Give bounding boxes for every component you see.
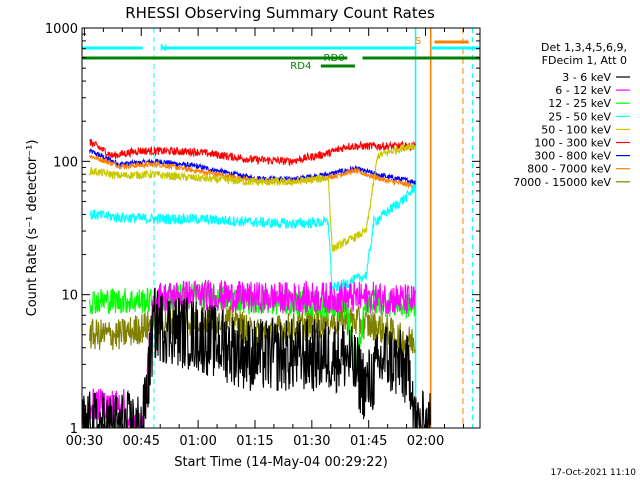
series-line-4: [89, 142, 416, 252]
annotation-label-s: S: [415, 36, 421, 47]
y-tick-label: 100: [53, 155, 78, 170]
legend-label: 50 - 100 keV: [541, 123, 611, 136]
series-line-3: [89, 183, 416, 293]
x-tick-label: 01:45: [350, 434, 387, 449]
plot-frame: [81, 27, 481, 429]
legend-label: 6 - 12 keV: [555, 84, 611, 97]
series-line-2: [89, 282, 416, 379]
legend-label: 7000 - 15000 keV: [513, 176, 611, 189]
legend-label: 100 - 300 keV: [534, 137, 611, 150]
y-tick-label: 1000: [45, 22, 78, 37]
legend-label: 800 - 7000 keV: [527, 163, 611, 176]
x-tick-label: 01:15: [236, 434, 273, 449]
legend-header-line: Det 1,3,4,5,6,9,: [541, 41, 627, 54]
y-tick-label: 10: [61, 289, 78, 304]
annotation-label-rd4: RD4: [290, 61, 311, 72]
legend-header-line: FDecim 1, Att 0: [542, 54, 627, 67]
legend-label: 300 - 800 keV: [534, 150, 611, 163]
annotation-label-n: N: [160, 43, 167, 54]
annotation-label-rd0: RD0: [324, 53, 345, 64]
legend-label: 25 - 50 keV: [548, 110, 611, 123]
footer-date: 17-Oct-2021 11:10: [551, 468, 637, 478]
x-tick-label: 01:00: [179, 434, 216, 449]
legend-label: 12 - 25 keV: [548, 97, 611, 110]
x-tick-label: 00:45: [123, 434, 160, 449]
series-line-0: [82, 287, 431, 428]
x-tick-label: 00:30: [66, 434, 103, 449]
y-axis-label: Count Rate (s⁻¹ detector⁻¹): [25, 140, 40, 317]
x-tick-label: 01:30: [293, 434, 330, 449]
chart-title: RHESSI Observing Summary Count Rates: [125, 4, 435, 22]
x-axis-label: Start Time (14-May-04 00:29:22): [174, 455, 388, 470]
legend-label: 3 - 6 keV: [562, 71, 611, 84]
series-line-5: [89, 138, 416, 166]
y-tick-label: 1: [70, 422, 78, 437]
x-tick-label: 02:00: [407, 434, 444, 449]
